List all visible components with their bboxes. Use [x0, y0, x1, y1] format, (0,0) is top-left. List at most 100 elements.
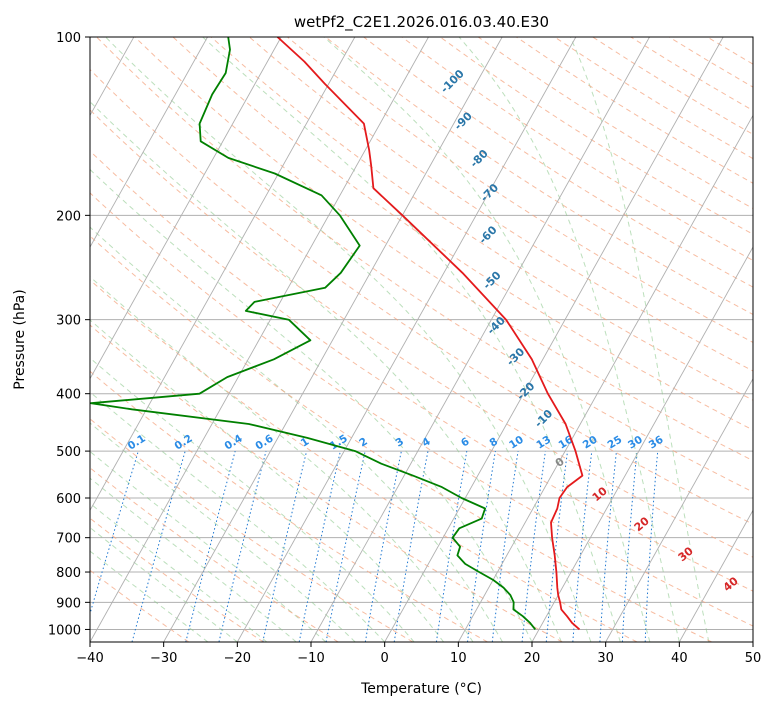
- isotherm-line: [310, 37, 650, 642]
- moist-adiabat-line: [90, 226, 503, 642]
- x-tick-label: 30: [597, 651, 614, 666]
- moist-adiabat-line: [90, 477, 297, 642]
- moist-adiabat-line: [90, 276, 474, 642]
- sounding-series: [90, 37, 584, 631]
- mixing-ratio-label: 3: [393, 436, 406, 450]
- moist-adiabat-line: [458, 37, 680, 642]
- dry-adiabat-line: [134, 37, 753, 462]
- dry-adiabat-label: -80: [468, 147, 491, 170]
- x-tick-label: 50: [745, 651, 762, 666]
- x-axis-label: Temperature (°C): [360, 681, 482, 697]
- x-tick-label: −10: [297, 651, 324, 666]
- moist-adiabat-line: [90, 422, 356, 642]
- temperature-profile-line: [276, 37, 584, 631]
- moist-adiabat-lines: [90, 37, 710, 642]
- dry-adiabat-label: -70: [478, 181, 501, 204]
- y-tick-label: 1000: [48, 623, 81, 638]
- dewpoint-profile-line: [90, 37, 537, 630]
- moist-adiabat-line: [90, 550, 209, 642]
- mixing-ratio-line: [218, 450, 267, 642]
- mixing-ratio-label: 25: [605, 434, 624, 452]
- y-tick-label: 100: [56, 31, 81, 46]
- mixing-ratio-line: [572, 451, 593, 642]
- moist-adiabat-label: 40: [721, 574, 741, 594]
- isotherm-line: [457, 114, 753, 642]
- dry-adiabat-line: [90, 109, 753, 558]
- isotherm-line: [236, 37, 577, 642]
- dry-adiabat-line: [90, 517, 264, 642]
- mixing-ratio-label: 10: [507, 434, 526, 452]
- dry-adiabat-line: [90, 370, 488, 642]
- dry-adiabat-label: -60: [476, 223, 499, 246]
- dry-adiabat-label: -50: [480, 269, 503, 292]
- x-tick-label: 40: [671, 651, 688, 666]
- moist-adiabat-label: 10: [590, 484, 610, 504]
- isotherm-line: [90, 37, 356, 512]
- dry-adiabat-line: [363, 37, 753, 288]
- plot-frame: [89, 36, 754, 643]
- dry-adiabat-label: -90: [452, 109, 475, 132]
- moist-adiabat-line: [90, 168, 533, 642]
- dry-adiabat-line: [90, 467, 339, 642]
- isotherm-line: [752, 641, 753, 642]
- chart-title: wetPf2_C2E1.2026.016.03.40.E30: [294, 13, 549, 32]
- mixing-ratio-line: [435, 451, 468, 642]
- mixing-ratio-label: 13: [534, 434, 553, 452]
- mixing-ratio-line: [621, 451, 638, 642]
- mixing-ratio-line: [467, 451, 496, 642]
- isotherm-line: [0, 37, 60, 642]
- dry-adiabat-line: [96, 37, 753, 493]
- mixing-ratio-line: [131, 450, 186, 642]
- mixing-ratio-line: [90, 450, 139, 616]
- dry-adiabat-line: [287, 37, 753, 343]
- moist-adiabat-line: [90, 101, 562, 642]
- dry-adiabat-label: -20: [514, 379, 537, 402]
- mixing-ratio-label: 2: [357, 436, 370, 450]
- dry-adiabat-label: -100: [438, 67, 467, 96]
- isotherm-line: [384, 37, 724, 642]
- dry-adiabat-line: [325, 37, 753, 316]
- moist-adiabat-line: [323, 37, 651, 642]
- mixing-ratio-line: [298, 450, 341, 642]
- moist-adiabat-line: [90, 357, 415, 642]
- moist-adiabat-line: [90, 319, 444, 642]
- mixing-ratio-label: 20: [581, 434, 600, 452]
- mixing-ratio-label: 36: [647, 434, 666, 452]
- y-tick-label: 500: [56, 445, 81, 460]
- mixing-ratio-line: [644, 451, 659, 642]
- mixing-ratio-label: 0.1: [126, 433, 148, 453]
- dry-adiabat-line: [90, 150, 753, 592]
- moist-adiabat-line: [202, 37, 621, 642]
- line-labels: 0.1 0.2 0.4 0.6 1 1.5 2 3 4 6 8 10 13 16 20 25 30 36-100-…: [126, 67, 741, 594]
- x-tick-label: −30: [150, 651, 177, 666]
- mixing-ratio-label: 8: [487, 436, 500, 450]
- dry-adiabat-line: [90, 68, 753, 525]
- axes: −40 −30 −20 −10 0 10 20 30 40 5010020030040050060…: [48, 31, 761, 666]
- dry-adiabat-line: [90, 418, 414, 642]
- moist-adiabat-label: 0: [553, 455, 567, 470]
- mixing-ratio-label: 0.6: [253, 433, 275, 453]
- moist-adiabat-line: [90, 526, 238, 642]
- x-tick-label: −40: [76, 651, 103, 666]
- y-tick-label: 800: [56, 566, 81, 581]
- mixing-ratio-line: [491, 451, 519, 642]
- y-tick-label: 700: [56, 532, 81, 547]
- mixing-ratio-line: [185, 450, 236, 642]
- moist-adiabat-line: [90, 391, 386, 642]
- isotherm-line: [90, 37, 208, 248]
- mixing-ratio-line: [521, 451, 546, 642]
- y-tick-label: 400: [56, 388, 81, 403]
- x-tick-label: −20: [224, 651, 251, 666]
- isotherm-line: [90, 37, 429, 642]
- mixing-ratio-label: 4: [420, 436, 433, 450]
- dry-adiabat-line: [90, 235, 712, 642]
- isotherm-line: [90, 37, 282, 380]
- isotherm-line: [163, 37, 503, 642]
- isotherm-lines: [0, 37, 753, 642]
- x-tick-label: 0: [381, 651, 389, 666]
- mixing-ratio-label: 0.2: [173, 433, 195, 453]
- moist-adiabat-line: [105, 37, 592, 642]
- y-tick-label: 600: [56, 492, 81, 507]
- dry-adiabat-line: [516, 37, 753, 184]
